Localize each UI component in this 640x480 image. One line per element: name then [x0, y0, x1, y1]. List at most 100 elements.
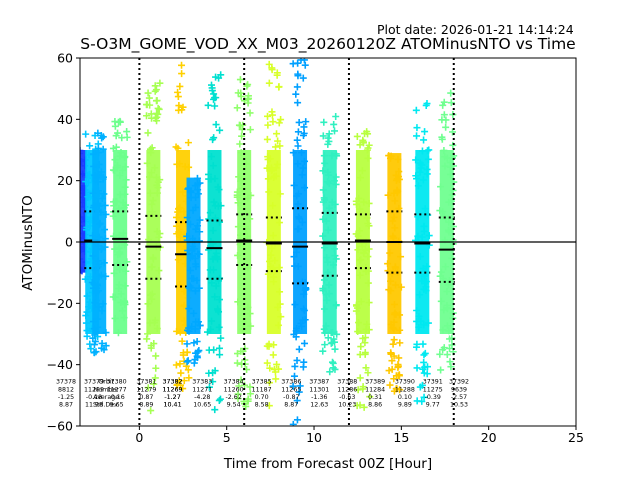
data-point	[321, 341, 329, 349]
data-point	[100, 259, 108, 267]
data-point	[388, 270, 396, 278]
orbit-stats-line: 11288	[395, 386, 415, 393]
orbit-stats-line: -0.87	[283, 394, 299, 401]
data-point	[174, 256, 182, 264]
data-point	[80, 186, 81, 188]
data-point	[99, 175, 107, 183]
data-point	[121, 190, 129, 198]
orbit-stats-annotation: 37384 11260 -2.62 9.54	[224, 379, 244, 409]
data-point	[82, 312, 90, 320]
data-point	[174, 208, 182, 216]
data-point	[267, 262, 275, 270]
data-point	[293, 356, 301, 364]
data-point	[358, 242, 366, 250]
data-point	[275, 264, 283, 272]
data-point	[95, 160, 103, 168]
data-point	[120, 229, 128, 237]
data-point	[116, 118, 124, 126]
data-point	[323, 296, 331, 304]
data-point	[244, 395, 252, 403]
data-point	[362, 364, 370, 372]
orbit-stats-line: 9.54	[227, 401, 241, 408]
data-point	[289, 149, 297, 157]
data-point	[446, 163, 454, 171]
data-point	[151, 164, 159, 172]
orbit-stats-line: 37382	[163, 379, 183, 386]
data-point	[449, 141, 457, 149]
data-point	[71, 197, 78, 204]
data-point	[80, 188, 83, 191]
data-point	[196, 216, 204, 224]
data-point	[322, 217, 330, 225]
data-point	[440, 111, 448, 119]
data-point	[189, 242, 197, 250]
data-point	[236, 140, 244, 148]
data-point	[363, 146, 371, 154]
data-point	[73, 258, 80, 265]
orbit-stats-line: 11187	[252, 386, 272, 393]
data-point	[361, 339, 369, 347]
data-point	[101, 235, 109, 243]
data-point	[413, 132, 421, 140]
data-point	[180, 377, 188, 385]
data-point	[320, 305, 328, 313]
data-point	[353, 132, 361, 140]
orbit-stats-line: -0.63	[339, 394, 355, 401]
data-point	[152, 352, 160, 360]
data-point	[121, 282, 129, 290]
data-point	[242, 402, 250, 410]
data-point	[85, 303, 93, 311]
orbit-stats-line: 0.87	[139, 394, 153, 401]
data-point	[70, 216, 77, 223]
data-point	[290, 181, 298, 189]
data-point	[324, 178, 332, 186]
data-point	[213, 253, 221, 261]
data-point	[216, 395, 224, 403]
data-point	[146, 189, 154, 197]
data-point	[151, 82, 159, 90]
data-point	[290, 253, 298, 261]
data-point	[319, 186, 327, 194]
data-point	[264, 121, 272, 129]
data-point	[391, 263, 399, 271]
orbit-cluster	[183, 174, 204, 367]
data-point	[190, 339, 198, 347]
orbit-stats-annotation: 37380 11277 -0.16 9.65	[107, 379, 127, 409]
data-point	[388, 357, 396, 365]
data-point	[412, 106, 420, 114]
orbit-stats-line: Std.Dev.	[93, 401, 119, 408]
data-point	[121, 297, 129, 305]
data-point	[277, 116, 285, 124]
data-point	[290, 330, 298, 338]
data-point	[294, 160, 302, 168]
data-point	[193, 337, 201, 345]
data-point	[123, 258, 131, 266]
data-point	[211, 406, 219, 414]
data-point	[148, 114, 156, 122]
data-point	[331, 365, 339, 373]
data-point	[293, 397, 301, 405]
orbit-core-band	[80, 150, 87, 273]
data-point	[178, 61, 186, 69]
data-point	[95, 242, 103, 250]
data-point	[155, 105, 163, 113]
data-point	[359, 385, 367, 393]
orbit-stats-line: 11271	[192, 386, 212, 393]
data-point	[438, 133, 446, 141]
data-point	[183, 348, 191, 356]
orbit-stats-annotation: 37389 11284 0.31 8.86	[365, 379, 385, 409]
data-point	[328, 198, 336, 206]
orbit-stats-line: 10.23	[338, 401, 356, 408]
orbit-stats-line: 37385	[252, 379, 272, 386]
orbit-stats-line: 0.70	[255, 394, 269, 401]
data-point	[204, 101, 212, 109]
data-point	[180, 208, 188, 216]
data-point	[445, 218, 453, 226]
data-point	[184, 139, 192, 147]
data-point	[97, 245, 105, 253]
data-point	[116, 266, 124, 274]
data-point	[441, 162, 449, 170]
data-point	[268, 111, 276, 119]
data-point	[319, 167, 327, 175]
data-point	[94, 282, 102, 290]
